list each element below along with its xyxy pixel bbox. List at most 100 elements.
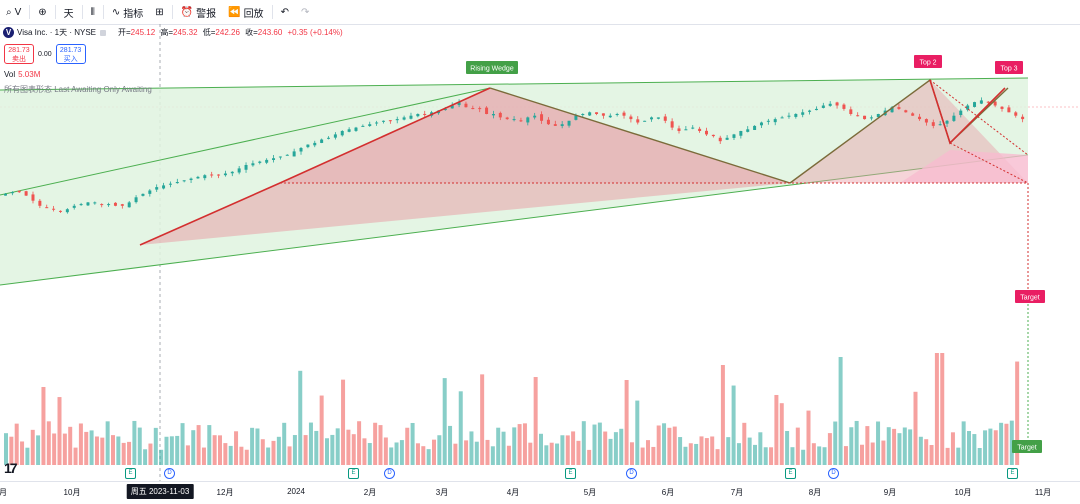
- volume-bar: [662, 423, 667, 465]
- symbol-search[interactable]: ⌕ V: [0, 0, 27, 24]
- candle-body: [986, 101, 990, 103]
- pattern-fill-2: [280, 88, 790, 183]
- buy-button[interactable]: 281.73 买入: [55, 44, 86, 64]
- volume-bar: [934, 353, 939, 465]
- candle-body: [347, 129, 351, 132]
- interval-button[interactable]: 天: [58, 0, 80, 24]
- sell-button[interactable]: 281.73 卖出: [4, 44, 34, 64]
- volume-bar: [469, 431, 474, 465]
- candle-body: [711, 134, 715, 137]
- earnings-event-icon[interactable]: E: [125, 468, 136, 479]
- divider: [271, 5, 273, 19]
- alert-button[interactable]: ⏰ 警报: [175, 0, 222, 24]
- candle-body: [203, 175, 207, 179]
- candle-body: [340, 131, 344, 136]
- wedge-upper-line: [0, 77, 1029, 91]
- undo-button[interactable]: ↶: [275, 0, 295, 24]
- add-symbol-button[interactable]: ⊕: [32, 0, 52, 24]
- candle-body: [526, 117, 530, 123]
- volume-bar: [881, 440, 886, 465]
- candle-body: [10, 192, 14, 194]
- candle-body: [498, 112, 502, 118]
- volume-bar: [325, 438, 329, 465]
- time-axis[interactable]: 周五 2023-11-03 月 10月 12月 2024 2月 3月 4月 5月 6月 7月 8月 9…: [0, 481, 1080, 504]
- time-axis-label: 10月: [63, 488, 81, 497]
- indicators-button[interactable]: ∿ 指标: [106, 0, 149, 24]
- volume-bar: [78, 423, 83, 465]
- layout-button[interactable]: ⊞: [149, 0, 169, 24]
- volume-bar: [94, 436, 99, 465]
- volume-bar: [303, 435, 308, 465]
- volume-bar: [769, 447, 774, 465]
- volume-bar: [319, 395, 324, 465]
- candle-body: [973, 102, 977, 107]
- candle-body: [890, 107, 894, 113]
- dividend-event-icon[interactable]: D: [626, 468, 637, 479]
- candle-body: [718, 137, 722, 142]
- candle-body: [361, 125, 365, 127]
- volume-bar: [30, 429, 35, 465]
- candle-body: [622, 112, 626, 116]
- candle-body: [581, 114, 585, 115]
- candle-body: [306, 144, 310, 148]
- volume-bar: [747, 437, 752, 465]
- dividend-event-icon[interactable]: D: [384, 468, 395, 479]
- dividend-event-icon[interactable]: D: [164, 468, 175, 479]
- top2-label-text: Top 2: [919, 60, 936, 67]
- candle-body: [31, 194, 35, 201]
- candle-body: [223, 173, 227, 176]
- rewind-icon: ⏪: [228, 6, 241, 18]
- tradingview-logo-icon[interactable]: 17: [4, 460, 18, 476]
- chart-type-button[interactable]: ⫴: [85, 0, 101, 24]
- interval-label: 天: [63, 8, 74, 20]
- earnings-event-icon[interactable]: E: [785, 468, 796, 479]
- earnings-event-icon[interactable]: E: [348, 468, 359, 479]
- volume-bar: [373, 422, 378, 465]
- volume-bar: [298, 370, 303, 465]
- volume-bar: [480, 374, 485, 465]
- replay-button[interactable]: ⏪ 回放: [222, 0, 269, 24]
- low-label: 低=: [202, 28, 216, 37]
- low-value: 242.26: [215, 28, 240, 37]
- rising-wedge-label-bg: [466, 61, 518, 74]
- earnings-event-icon[interactable]: E: [1007, 468, 1018, 479]
- volume-bar: [753, 444, 757, 465]
- candle-body: [24, 191, 28, 196]
- divider: [54, 5, 56, 19]
- redo-button[interactable]: ↷: [295, 0, 315, 24]
- volume-bar: [726, 437, 731, 465]
- volume-bar: [533, 377, 538, 465]
- visa-logo-icon: V: [3, 27, 14, 38]
- volume-bar: [442, 378, 447, 465]
- volume-bar: [367, 443, 372, 465]
- candle-body: [636, 119, 640, 123]
- settings-square-icon[interactable]: [100, 29, 106, 36]
- candle-body: [560, 124, 564, 127]
- symbol-title[interactable]: Visa Inc. · 1天 · NYSE: [17, 28, 96, 37]
- candle-body: [821, 105, 825, 108]
- volume-bar: [560, 435, 565, 465]
- volume-bar: [212, 435, 217, 465]
- candle-body: [835, 102, 839, 106]
- pattern-indicator-legend[interactable]: 所有图表形态 Last Awaiting Only Awaiting: [4, 85, 152, 94]
- candle-body: [17, 190, 21, 193]
- candle-body: [388, 120, 392, 122]
- volume-bar: [496, 427, 501, 465]
- volume-bar: [41, 386, 46, 465]
- volume-bar: [185, 445, 190, 465]
- candle-body: [856, 115, 860, 117]
- earnings-event-icon[interactable]: E: [565, 468, 576, 479]
- candle-body: [491, 114, 495, 116]
- volume-bar: [758, 432, 763, 465]
- volume-bar: [4, 433, 8, 465]
- dividend-event-icon[interactable]: D: [828, 468, 839, 479]
- volume-bar: [838, 357, 843, 465]
- volume-bar: [250, 427, 255, 465]
- volume-bar: [619, 428, 624, 465]
- rising-wedge-label-text: Rising Wedge: [470, 66, 514, 73]
- time-axis-label: 10月: [954, 488, 972, 497]
- volume-bar: [999, 422, 1004, 465]
- price-chart[interactable]: Rising Wedge Top 2 Top 3 Target Target: [0, 0, 1080, 481]
- undo-icon: ↶: [280, 6, 289, 18]
- candle-body: [546, 119, 550, 125]
